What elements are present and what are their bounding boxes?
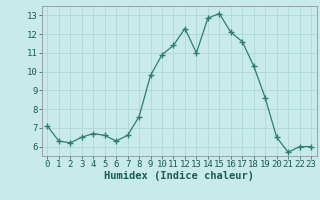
- X-axis label: Humidex (Indice chaleur): Humidex (Indice chaleur): [104, 171, 254, 181]
